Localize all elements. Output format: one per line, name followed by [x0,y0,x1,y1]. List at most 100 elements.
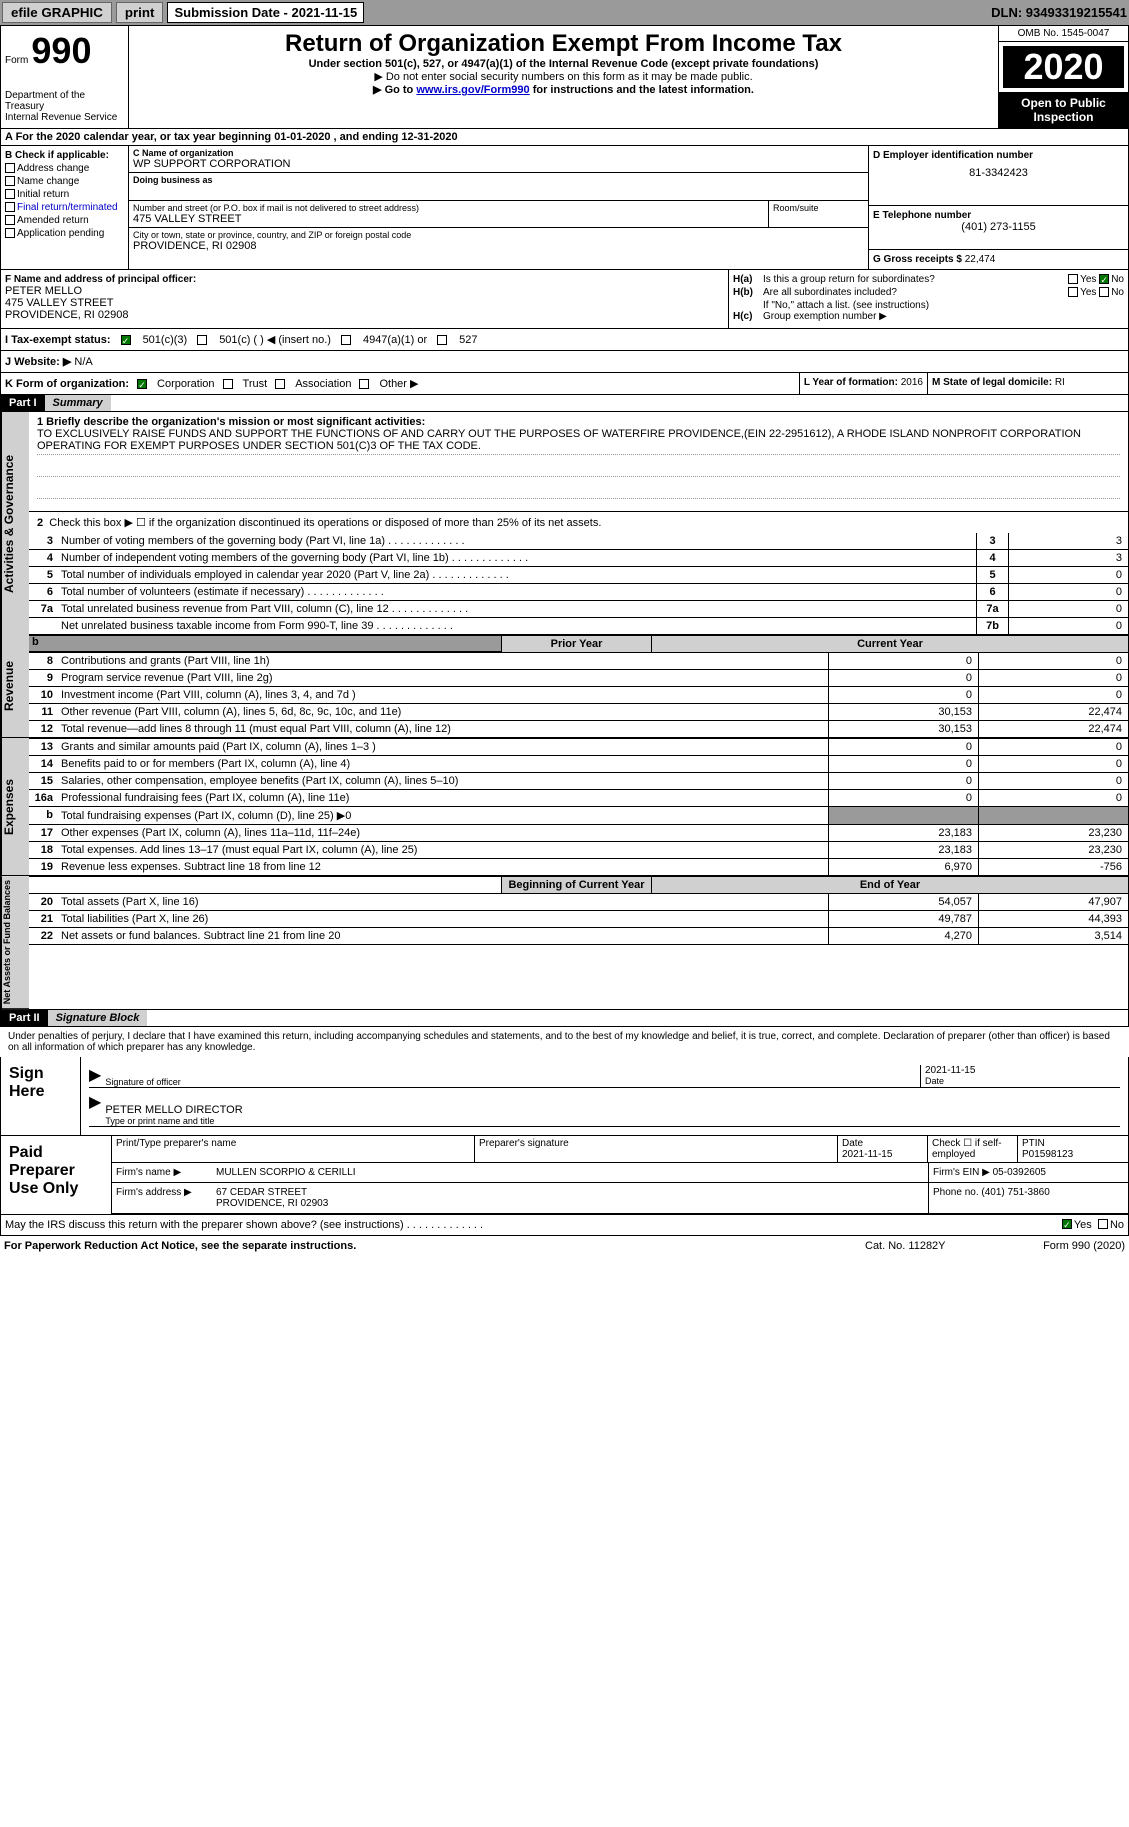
omb-number: OMB No. 1545-0047 [999,26,1128,42]
gross-receipts: 22,474 [965,254,996,265]
fin-row: 8Contributions and grants (Part VIII, li… [29,653,1128,670]
beg-year-header: Beginning of Current Year [501,877,651,893]
block-bc: B Check if applicable: Address change Na… [0,146,1129,270]
topbar: efile GRAPHIC print Submission Date - 20… [0,0,1129,25]
fin-row: 12Total revenue—add lines 8 through 11 (… [29,721,1128,738]
section-c: C Name of organization WP SUPPORT CORPOR… [129,146,868,269]
section-de: D Employer identification number 81-3342… [868,146,1128,269]
summary-row: Net unrelated business taxable income fr… [29,618,1128,635]
row-k: K Form of organization: ✓Corporation Tru… [1,373,799,394]
org-assoc[interactable] [275,379,285,389]
paid-preparer-label: Paid Preparer Use Only [1,1136,111,1214]
firm-name: MULLEN SCORPIO & CERILLI [212,1163,928,1182]
row-j: J Website: ▶ N/A [0,351,1129,373]
fin-row: 10Investment income (Part VIII, column (… [29,687,1128,704]
tax-501c3[interactable]: ✓ [121,335,131,345]
subtitle-1: Under section 501(c), 527, or 4947(a)(1)… [133,58,994,70]
hb-yes[interactable] [1068,287,1078,297]
sign-here-label: Sign Here [1,1057,81,1135]
section-h: H(a) Is this a group return for subordin… [728,270,1128,328]
part-ii-header: Part IISignature Block [0,1010,1129,1027]
block-fh: F Name and address of principal officer:… [0,270,1129,329]
firm-phone: (401) 751-3860 [981,1187,1049,1198]
fin-row: 11Other revenue (Part VIII, column (A), … [29,704,1128,721]
form-number: 990 [31,30,91,71]
org-trust[interactable] [223,379,233,389]
fin-row: 21Total liabilities (Part X, line 26)49,… [29,911,1128,928]
officer-name: PETER MELLO [5,285,724,297]
part-i-header: Part ISummary [0,395,1129,412]
org-other[interactable] [359,379,369,389]
fin-row: 19Revenue less expenses. Subtract line 1… [29,859,1128,876]
check-final[interactable] [5,202,15,212]
sig-arrow-icon: ▶ [89,1092,101,1126]
end-year-header: End of Year [651,877,1128,893]
dept-label: Department of the Treasury Internal Reve… [5,90,124,123]
submission-date: Submission Date - 2021-11-15 [167,2,364,23]
check-pending[interactable] [5,228,15,238]
side-netassets: Net Assets or Fund Balances [1,876,29,1009]
check-address-change[interactable] [5,163,15,173]
tax-527[interactable] [437,335,447,345]
side-revenue: Revenue [1,635,29,738]
prior-year-header: Prior Year [501,636,651,652]
ptin: P01598123 [1022,1149,1073,1160]
dln: DLN: 93493319215541 [991,5,1127,20]
summary-row: 5Total number of individuals employed in… [29,567,1128,584]
org-name: WP SUPPORT CORPORATION [133,158,291,170]
fin-row: 13Grants and similar amounts paid (Part … [29,739,1128,756]
street-address: 475 VALLEY STREET [133,213,764,225]
row-i: I Tax-exempt status: ✓501(c)(3) 501(c) (… [0,329,1129,351]
ha-no[interactable]: ✓ [1099,274,1109,284]
current-year-header: Current Year [651,636,1128,652]
website: N/A [74,356,92,368]
summary-row: 7aTotal unrelated business revenue from … [29,601,1128,618]
summary-row: 3Number of voting members of the governi… [29,533,1128,550]
check-amended[interactable] [5,215,15,225]
form-header: Form 990 Department of the Treasury Inte… [0,25,1129,129]
section-b: B Check if applicable: Address change Na… [1,146,129,269]
check-name-change[interactable] [5,176,15,186]
fin-row: 14Benefits paid to or for members (Part … [29,756,1128,773]
subtitle-3: ▶ Go to www.irs.gov/Form990 for instruct… [133,83,994,96]
firm-address: 67 CEDAR STREET [216,1187,307,1198]
state-domicile: RI [1055,377,1065,388]
summary-row: 6Total number of volunteers (estimate if… [29,584,1128,601]
check-initial[interactable] [5,189,15,199]
tax-501c[interactable] [197,335,207,345]
city-state-zip: PROVIDENCE, RI 02908 [133,240,864,252]
line-a: A For the 2020 calendar year, or tax yea… [0,129,1129,146]
form-prefix: Form [5,55,28,66]
ein: 81-3342423 [873,167,1124,179]
efile-button[interactable]: efile GRAPHIC [2,2,112,23]
hb-no[interactable] [1099,287,1109,297]
tax-4947[interactable] [341,335,351,345]
discuss-yes[interactable]: ✓ [1062,1219,1072,1229]
side-activities: Activities & Governance [1,412,29,635]
fin-row: 20Total assets (Part X, line 16)54,05747… [29,894,1128,911]
form-title: Return of Organization Exempt From Incom… [133,30,994,58]
sig-arrow-icon: ▶ [89,1065,101,1087]
discuss-no[interactable] [1098,1219,1108,1229]
officer-name-title: PETER MELLO DIRECTOR [105,1104,1120,1116]
side-expenses: Expenses [1,738,29,876]
subtitle-2: ▶ Do not enter social security numbers o… [133,70,994,83]
form990-link[interactable]: www.irs.gov/Form990 [416,84,529,96]
section-f: F Name and address of principal officer:… [1,270,728,328]
summary-row: 4Number of independent voting members of… [29,550,1128,567]
print-button[interactable]: print [116,2,164,23]
fin-row: 22Net assets or fund balances. Subtract … [29,928,1128,945]
year-formation: 2016 [901,377,923,388]
penalty-text: Under penalties of perjury, I declare th… [0,1027,1129,1057]
firm-ein: 05-0392605 [993,1167,1046,1178]
officer-signature[interactable]: Signature of officer [105,1065,920,1087]
discuss-row: May the IRS discuss this return with the… [0,1215,1129,1236]
fin-row: 9Program service revenue (Part VIII, lin… [29,670,1128,687]
tax-year: 2020 [999,42,1128,92]
mission-text: TO EXCLUSIVELY RAISE FUNDS AND SUPPORT T… [37,428,1120,455]
fin-row: 16aProfessional fundraising fees (Part I… [29,790,1128,807]
org-corp[interactable]: ✓ [137,379,147,389]
ha-yes[interactable] [1068,274,1078,284]
footer: For Paperwork Reduction Act Notice, see … [0,1236,1129,1256]
fin-row: 15Salaries, other compensation, employee… [29,773,1128,790]
